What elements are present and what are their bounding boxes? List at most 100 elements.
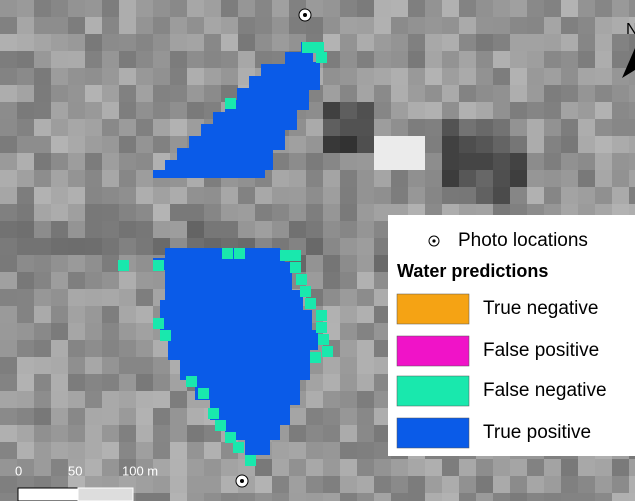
- raster-cell: [153, 85, 170, 102]
- raster-cell: [340, 204, 357, 221]
- raster-cell: [204, 187, 221, 204]
- false-negative-pixel: [316, 52, 327, 63]
- raster-cell: [68, 136, 85, 153]
- raster-cell: [136, 391, 153, 408]
- raster-cell: [306, 459, 323, 476]
- raster-cell: [102, 204, 119, 221]
- raster-cell: [255, 187, 272, 204]
- raster-cell: [136, 493, 153, 501]
- raster-cell: [442, 17, 459, 34]
- raster-cell: [357, 34, 374, 51]
- raster-cell: [102, 391, 119, 408]
- raster-cell: [136, 323, 153, 340]
- raster-cell: [408, 187, 425, 204]
- raster-cell: [68, 204, 85, 221]
- raster-cell: [612, 170, 629, 187]
- raster-cell: [51, 170, 68, 187]
- raster-cell: [187, 17, 204, 34]
- raster-cell: [391, 119, 408, 136]
- raster-cell: [34, 357, 51, 374]
- raster-cell: [612, 0, 629, 17]
- raster-cell: [119, 34, 136, 51]
- raster-cell: [85, 153, 102, 170]
- raster-cell: [476, 51, 493, 68]
- raster-cell: [204, 459, 221, 476]
- raster-cell: [442, 102, 459, 119]
- raster-cell: [136, 408, 153, 425]
- raster-cell: [425, 0, 442, 17]
- raster-cell: [408, 85, 425, 102]
- legend-photo-label: Photo locations: [458, 230, 588, 251]
- raster-cell: [85, 85, 102, 102]
- raster-cell: [17, 425, 34, 442]
- raster-cell: [425, 136, 442, 153]
- raster-cell: [595, 459, 612, 476]
- raster-cell: [255, 204, 272, 221]
- raster-cell: [255, 17, 272, 34]
- raster-cell: [0, 85, 17, 102]
- raster-cell: [408, 459, 425, 476]
- raster-cell: [357, 442, 374, 459]
- raster-cell: [68, 153, 85, 170]
- raster-cell: [51, 51, 68, 68]
- raster-cell: [323, 238, 340, 255]
- raster-cell: [34, 153, 51, 170]
- raster-cell: [323, 17, 340, 34]
- raster-cell: [544, 459, 561, 476]
- raster-cell: [510, 102, 527, 119]
- raster-cell: [306, 476, 323, 493]
- raster-cell: [17, 357, 34, 374]
- raster-cell: [561, 119, 578, 136]
- raster-cell: [323, 408, 340, 425]
- false-negative-pixel: [118, 260, 129, 271]
- raster-cell: [595, 102, 612, 119]
- raster-cell: [357, 493, 374, 501]
- raster-cell: [561, 476, 578, 493]
- raster-cell: [238, 221, 255, 238]
- raster-cell: [0, 289, 17, 306]
- raster-cell: [629, 493, 635, 501]
- raster-cell: [187, 476, 204, 493]
- raster-cell: [527, 493, 544, 501]
- raster-cell: [17, 0, 34, 17]
- raster-cell: [612, 493, 629, 501]
- raster-cell: [153, 136, 170, 153]
- raster-cell: [0, 255, 17, 272]
- raster-cell: [17, 187, 34, 204]
- raster-cell: [561, 68, 578, 85]
- raster-cell: [340, 17, 357, 34]
- raster-cell: [153, 408, 170, 425]
- raster-cell: [476, 493, 493, 501]
- raster-cell: [136, 425, 153, 442]
- raster-cell: [340, 272, 357, 289]
- raster-cell: [221, 51, 238, 68]
- raster-cell: [357, 255, 374, 272]
- raster-cell: [476, 136, 493, 153]
- raster-cell: [0, 391, 17, 408]
- raster-cell: [119, 442, 136, 459]
- raster-cell: [357, 459, 374, 476]
- raster-cell: [187, 0, 204, 17]
- raster-cell: [289, 476, 306, 493]
- raster-cell: [340, 85, 357, 102]
- raster-cell: [0, 357, 17, 374]
- raster-cell: [408, 0, 425, 17]
- raster-cell: [272, 493, 289, 501]
- raster-cell: [544, 0, 561, 17]
- raster-cell: [425, 34, 442, 51]
- raster-cell: [629, 102, 635, 119]
- raster-cell: [17, 102, 34, 119]
- raster-cell: [527, 51, 544, 68]
- raster-cell: [459, 136, 476, 153]
- raster-cell: [561, 153, 578, 170]
- raster-cell: [68, 289, 85, 306]
- raster-cell: [17, 68, 34, 85]
- raster-cell: [357, 68, 374, 85]
- raster-cell: [510, 136, 527, 153]
- raster-cell: [476, 34, 493, 51]
- raster-cell: [340, 289, 357, 306]
- raster-cell: [544, 34, 561, 51]
- raster-cell: [374, 102, 391, 119]
- raster-cell: [17, 306, 34, 323]
- raster-cell: [34, 34, 51, 51]
